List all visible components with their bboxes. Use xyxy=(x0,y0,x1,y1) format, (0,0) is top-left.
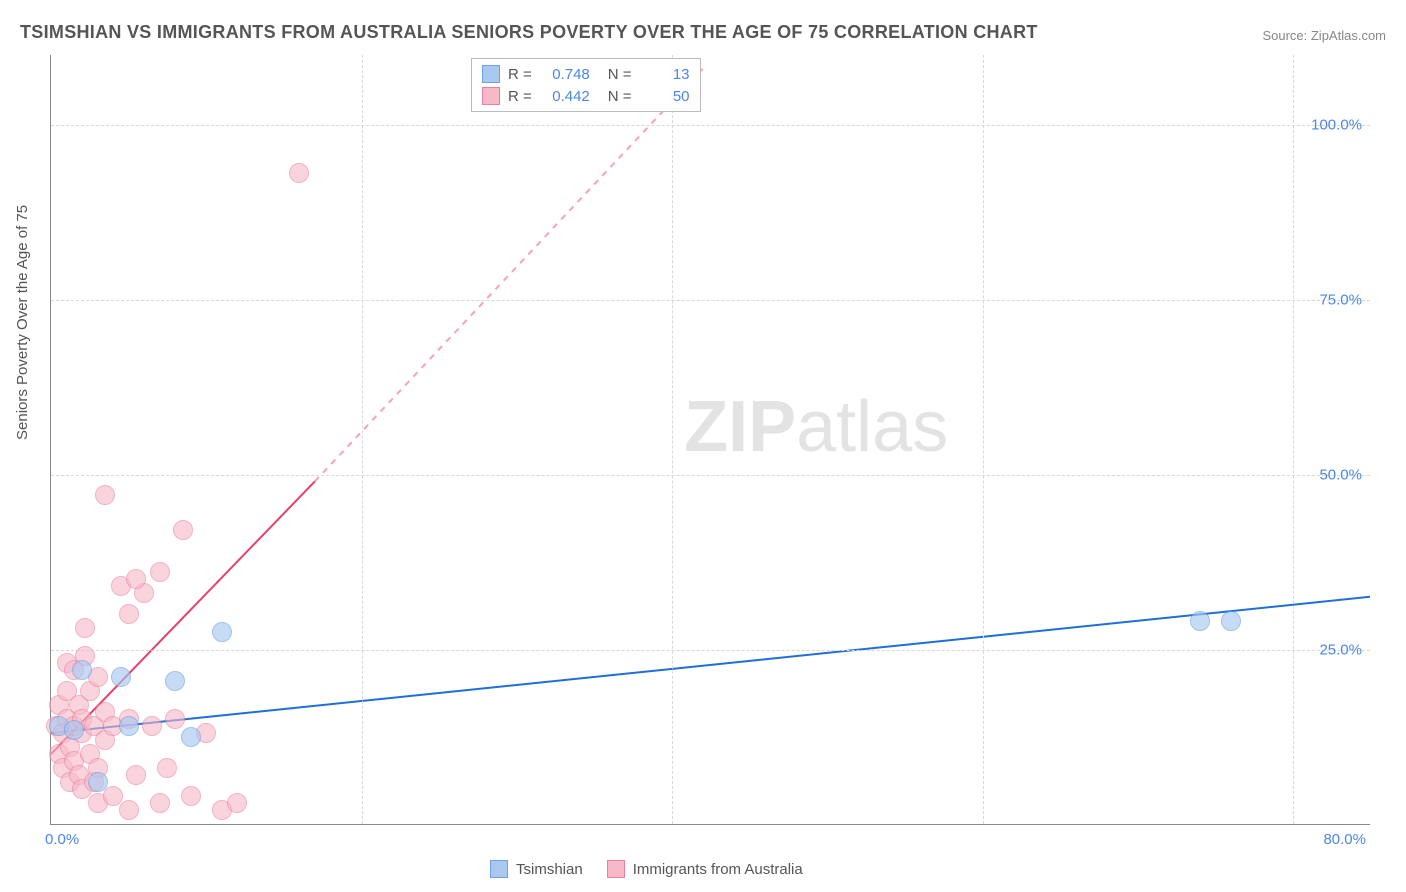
legend-R-value: 0.442 xyxy=(540,88,590,105)
legend-series: Tsimshian Immigrants from Australia xyxy=(490,860,803,878)
trend-line xyxy=(315,69,703,481)
y-tick-label: 50.0% xyxy=(1319,467,1362,484)
data-point xyxy=(157,758,177,778)
data-point xyxy=(1221,611,1241,631)
legend-series-label: Immigrants from Australia xyxy=(633,861,803,878)
legend-series-label: Tsimshian xyxy=(516,861,583,878)
legend-swatch xyxy=(607,860,625,878)
legend-R-label: R = xyxy=(508,88,532,105)
gridline-v xyxy=(1293,55,1294,824)
data-point xyxy=(64,720,84,740)
data-point xyxy=(1190,611,1210,631)
legend-N-value: 13 xyxy=(640,66,690,83)
watermark-light: atlas xyxy=(796,387,948,467)
gridline-v xyxy=(672,55,673,824)
legend-R-label: R = xyxy=(508,66,532,83)
source-attribution: Source: ZipAtlas.com xyxy=(1262,28,1386,43)
data-point xyxy=(181,786,201,806)
legend-N-value: 50 xyxy=(640,88,690,105)
data-point xyxy=(173,520,193,540)
legend-N-label: N = xyxy=(608,66,632,83)
data-point xyxy=(150,562,170,582)
watermark: ZIPatlas xyxy=(684,386,948,468)
gridline-h xyxy=(51,300,1370,301)
gridline-h xyxy=(51,650,1370,651)
y-tick-label: 25.0% xyxy=(1319,642,1362,659)
data-point xyxy=(126,765,146,785)
legend-series-item: Tsimshian xyxy=(490,860,583,878)
x-tick-label: 80.0% xyxy=(1323,831,1366,848)
data-point xyxy=(72,660,92,680)
data-point xyxy=(165,709,185,729)
data-point xyxy=(95,485,115,505)
data-point xyxy=(119,800,139,820)
legend-stats: R = 0.748 N = 13 R = 0.442 N = 50 xyxy=(471,58,701,112)
data-point xyxy=(119,716,139,736)
trend-line xyxy=(51,597,1370,733)
gridline-v xyxy=(983,55,984,824)
data-point xyxy=(119,604,139,624)
data-point xyxy=(126,569,146,589)
y-axis-label: Seniors Poverty Over the Age of 75 xyxy=(14,205,31,440)
data-point xyxy=(88,772,108,792)
data-point xyxy=(227,793,247,813)
plot-area: ZIPatlas 25.0%50.0%75.0%100.0%0.0%80.0% xyxy=(50,55,1370,825)
gridline-v xyxy=(362,55,363,824)
legend-swatch xyxy=(490,860,508,878)
chart-title: TSIMSHIAN VS IMMIGRANTS FROM AUSTRALIA S… xyxy=(20,22,1038,43)
data-point xyxy=(111,667,131,687)
gridline-h xyxy=(51,125,1370,126)
data-point xyxy=(289,163,309,183)
legend-stats-row: R = 0.442 N = 50 xyxy=(482,85,690,107)
x-tick-label: 0.0% xyxy=(45,831,79,848)
legend-R-value: 0.748 xyxy=(540,66,590,83)
data-point xyxy=(181,727,201,747)
trend-lines-layer xyxy=(51,55,1370,824)
legend-swatch xyxy=(482,65,500,83)
data-point xyxy=(212,622,232,642)
data-point xyxy=(165,671,185,691)
legend-swatch xyxy=(482,87,500,105)
y-tick-label: 100.0% xyxy=(1311,117,1362,134)
data-point xyxy=(142,716,162,736)
legend-series-item: Immigrants from Australia xyxy=(607,860,803,878)
data-point xyxy=(75,618,95,638)
watermark-bold: ZIP xyxy=(684,387,796,467)
legend-N-label: N = xyxy=(608,88,632,105)
y-tick-label: 75.0% xyxy=(1319,292,1362,309)
gridline-h xyxy=(51,475,1370,476)
legend-stats-row: R = 0.748 N = 13 xyxy=(482,63,690,85)
data-point xyxy=(150,793,170,813)
